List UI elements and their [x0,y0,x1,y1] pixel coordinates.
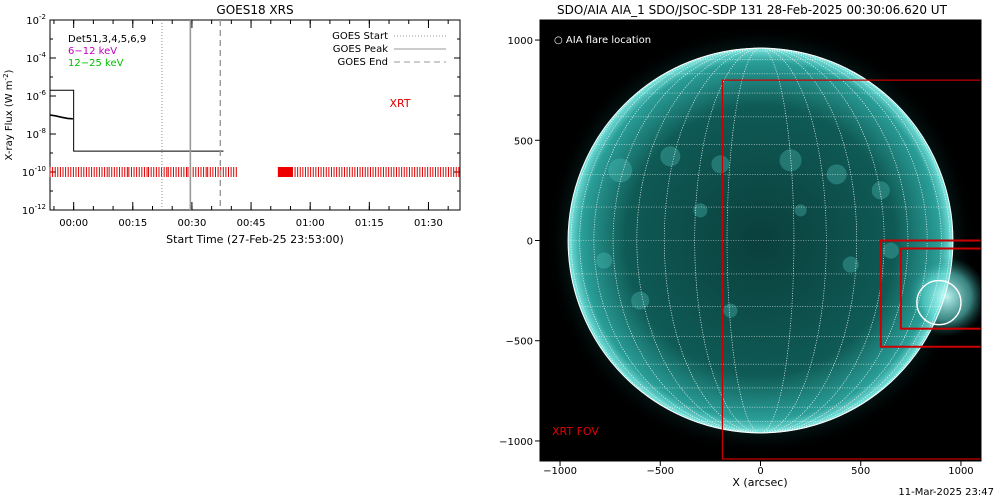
goes-y-tick-base: 10 [26,130,39,141]
goes-x-tick-label: 01:15 [355,218,384,229]
goes-ylabel: X-ray Flux (W m-2) [2,69,15,160]
aia-chart-title: SDO/AIA AIA_1 SDO/JSOC-SDP 131 28-Feb-20… [557,3,948,17]
aia-y-tick-label: −500 [506,337,533,348]
aia-legend-marker: ○ [554,35,566,46]
aia-xlabel: X (arcsec) [732,476,787,489]
aia-active-region [660,146,681,167]
aia-plot-area: ○ AIA flare location XRT FOV −1000 −500 0 500… [500,19,982,477]
xrt-observation-range [128,167,148,177]
goes-legend-marker-label: GOES End [338,57,388,68]
goes-x-tick-label: 00:00 [59,218,88,229]
goes-y-tick-label: 10-6 [26,89,46,103]
goes-ylabel-exp: -2 [2,73,10,80]
goes-ylabel-suffix: ) [4,69,15,73]
xrt-observation-range [49,167,108,177]
xrt-observation-range [187,167,207,177]
aia-x-tick-label: 0 [757,466,763,477]
goes-y-tick-exp: -10 [35,165,46,173]
aia-flare-location-marker [916,279,962,326]
goes-y-tick-label: 10-12 [22,203,46,217]
goes-legend-energy-band: 6−12 keV [68,46,117,57]
goes-y-tick-label: 10-2 [26,13,46,27]
aia-x-tick-label: −500 [647,466,674,477]
goes-xrs-chart: GOES18 XRS X-ray Flux (W m-2) Start Time… [2,3,461,246]
aia-x-tick-label: −1000 [543,466,577,477]
aia-active-region [723,303,738,318]
xrt-observation-range [277,167,293,177]
aia-active-region [779,149,802,172]
goes-y-tick-base: 10 [26,16,39,27]
aia-active-region [794,204,807,217]
aia-active-region [882,242,899,259]
aia-active-region [826,164,847,185]
goes-legend-marker-label: GOES Peak [333,44,388,55]
aia-active-region [596,252,613,269]
aia-active-region [711,155,730,174]
goes-series-line [50,89,224,152]
aia-active-region [871,181,890,200]
goes-y-tick-base: 10 [22,206,35,217]
xrt-observation-range [167,167,187,177]
xrt-observation-range [207,167,237,177]
aia-active-region [631,291,650,310]
aia-image-content: ○ AIA flare location XRT FOV [540,20,981,461]
goes-y-tick-exp: -12 [35,203,46,211]
xrt-observation-range [291,167,460,177]
xrt-fov-box [879,239,981,348]
goes-x-tick-label: 01:30 [414,218,443,229]
goes-y-tick-base: 10 [26,92,39,103]
aia-y-tick-label: 0 [527,237,533,248]
xrt-fov-box [721,79,981,460]
aia-x-tick-label: 1000 [948,466,973,477]
goes-y-tick-label: 10-4 [26,51,46,65]
goes-y-tick-exp: -2 [39,13,46,21]
footer-timestamp: 11-Mar-2025 23:47 [898,487,994,498]
goes-chart-title: GOES18 XRS [216,3,293,17]
xrt-label: XRT [389,97,410,110]
xrt-observation-block [277,167,293,177]
aia-active-region [608,158,633,183]
xrt-observation-range [148,167,168,177]
goes-series-line [49,114,73,120]
aia-y-tick-label: −1000 [500,437,533,448]
goes-y-tick-exp: -8 [39,127,46,135]
aia-legend: ○ AIA flare location [554,35,651,46]
aia-image-chart: SDO/AIA AIA_1 SDO/JSOC-SDP 131 28-Feb-20… [500,3,982,489]
goes-x-tick-label: 00:15 [118,218,147,229]
xrt-observation-range [108,167,128,177]
goes-xlabel: Start Time (27-Feb-25 23:53:00) [166,233,344,246]
goes-x-tick-label: 01:00 [296,218,325,229]
goes-x-tick-label: 00:30 [178,218,207,229]
goes-y-tick-exp: -6 [39,89,47,97]
goes-y-tick-exp: -4 [39,51,47,59]
goes-ylabel-prefix: X-ray Flux (W m [4,80,15,160]
aia-active-region [842,256,859,273]
aia-y-tick-label: 500 [514,136,533,147]
goes-legend-marker-label: GOES Start [332,31,388,42]
aia-flare-brightening [906,256,981,337]
goes-legend-energy-band: 12−25 keV [68,58,124,69]
goes-legend-detectors: Det51,3,4,5,6,9 [68,34,146,45]
xrt-fov-label: XRT FOV [552,425,599,438]
goes-y-tick-label: 10-8 [26,127,46,141]
goes-y-tick-base: 10 [22,168,35,179]
goes-x-tick-label: 00:45 [237,218,266,229]
goes-y-tick-label: 10-10 [22,165,46,179]
goes-y-tick-base: 10 [26,54,39,65]
aia-y-tick-label: 1000 [508,36,533,47]
aia-x-tick-label: 500 [851,466,870,477]
xrt-fov-box [899,247,981,330]
aia-legend-text: AIA flare location [566,35,651,46]
